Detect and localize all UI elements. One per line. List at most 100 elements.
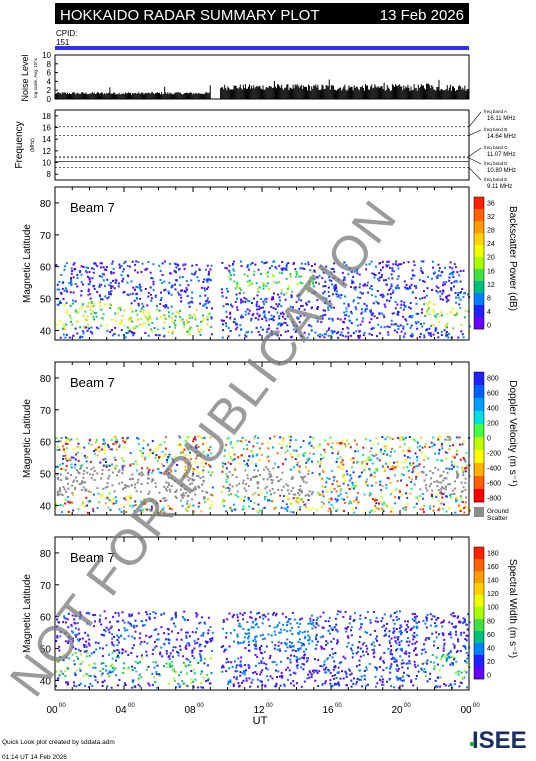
data-point <box>289 468 292 471</box>
noise-ytick-label: 8 <box>47 60 52 69</box>
data-point <box>464 647 467 650</box>
data-point <box>100 674 103 677</box>
data-point <box>222 645 225 648</box>
data-point <box>267 441 270 444</box>
data-point <box>422 497 424 500</box>
data-point <box>208 449 211 452</box>
data-point <box>88 278 91 281</box>
colorbar-tick-label: 4 <box>487 309 491 316</box>
data-point <box>113 490 116 493</box>
data-point <box>442 487 445 490</box>
data-point <box>154 482 157 485</box>
data-point <box>446 435 449 438</box>
data-point <box>453 492 456 495</box>
data-point <box>331 483 334 486</box>
data-point <box>99 647 101 650</box>
data-point <box>225 510 228 513</box>
colorbar-frame <box>473 371 485 503</box>
data-point <box>457 504 460 507</box>
data-point <box>107 628 110 631</box>
data-point <box>89 280 92 283</box>
data-point <box>92 315 95 318</box>
data-point <box>64 617 67 620</box>
data-point <box>422 260 425 263</box>
data-point <box>381 436 384 438</box>
data-point <box>89 473 92 476</box>
data-point <box>77 470 80 473</box>
data-point <box>103 268 106 271</box>
data-point <box>66 290 69 293</box>
data-point <box>405 662 408 665</box>
data-point <box>233 273 236 276</box>
data-point <box>464 501 467 504</box>
data-point <box>228 490 231 493</box>
data-point <box>122 672 125 675</box>
data-point <box>347 635 349 638</box>
data-point <box>132 286 135 289</box>
data-point <box>246 632 249 635</box>
data-point <box>345 264 348 267</box>
data-point <box>445 477 448 480</box>
data-point <box>391 507 394 509</box>
data-point <box>379 332 381 335</box>
data-point <box>281 261 284 263</box>
data-point <box>223 650 226 653</box>
data-point <box>310 623 313 625</box>
data-point <box>194 445 197 448</box>
data-point <box>60 473 62 476</box>
data-point <box>262 507 264 510</box>
data-point <box>88 638 91 641</box>
data-point <box>381 509 383 512</box>
data-point <box>442 507 445 510</box>
data-point <box>133 685 136 687</box>
data-point <box>137 677 140 680</box>
data-point <box>275 669 277 672</box>
data-point <box>360 312 363 315</box>
data-point <box>291 476 294 478</box>
data-point <box>136 292 138 295</box>
data-point <box>463 458 466 461</box>
data-point <box>432 505 435 508</box>
data-point <box>250 331 253 334</box>
data-point <box>386 436 389 439</box>
data-point <box>280 267 283 270</box>
data-point <box>364 483 367 486</box>
data-point <box>381 260 384 263</box>
data-point <box>202 314 204 317</box>
data-point <box>189 660 192 663</box>
data-point <box>333 270 336 273</box>
data-point <box>440 658 442 660</box>
data-point <box>371 475 374 478</box>
data-point <box>105 269 108 271</box>
data-point <box>79 612 82 615</box>
data-point <box>318 472 321 475</box>
data-point <box>343 501 346 504</box>
data-point <box>79 335 82 338</box>
data-point <box>385 487 388 489</box>
data-point <box>76 437 79 440</box>
data-point <box>360 678 362 681</box>
data-point <box>303 663 306 666</box>
data-point <box>113 669 116 672</box>
data-point <box>443 683 446 685</box>
data-point <box>152 289 155 292</box>
data-point <box>103 445 106 448</box>
data-point <box>415 675 418 677</box>
data-point <box>210 279 212 282</box>
data-point <box>344 627 347 630</box>
data-point <box>240 656 243 659</box>
data-point <box>437 320 440 323</box>
data-point <box>203 289 206 292</box>
data-point <box>266 456 269 459</box>
data-point <box>404 437 407 439</box>
data-point <box>299 622 302 625</box>
data-point <box>399 648 402 651</box>
data-point <box>278 648 281 651</box>
data-point <box>344 657 347 660</box>
data-point <box>460 671 463 674</box>
data-point <box>222 620 225 623</box>
data-point <box>225 473 228 475</box>
data-point <box>446 452 449 454</box>
data-point <box>106 496 109 499</box>
data-point <box>329 436 332 439</box>
